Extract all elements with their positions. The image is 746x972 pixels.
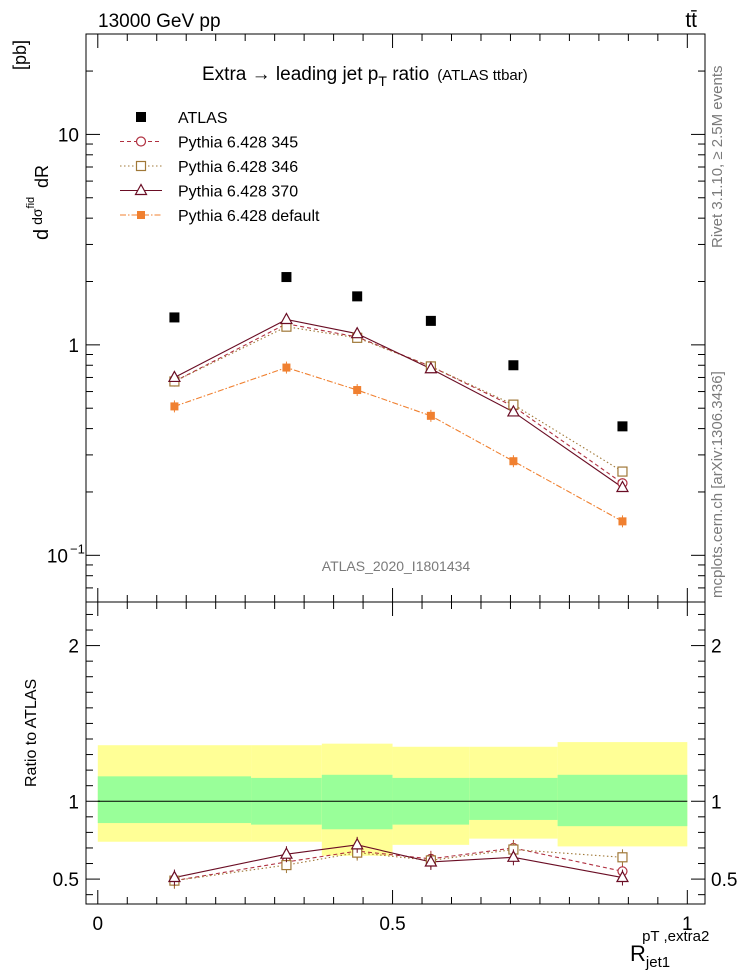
ratio-line	[174, 847, 623, 882]
ratio-point	[506, 850, 520, 862]
ratio-y-tick-label-right: 0.5	[711, 870, 737, 891]
atlas-point	[281, 272, 292, 283]
ratio-line	[174, 848, 623, 882]
ratio-point	[279, 846, 293, 859]
top-y-label-text: dσ^fid / dR [pb]	[6, 233, 9, 240]
series-line	[174, 323, 623, 484]
title-main: Extra → leading jet p	[202, 64, 378, 85]
ratio-y-tick-label-left: 2	[68, 637, 79, 658]
series-line	[174, 326, 623, 473]
bottom-y-label: Ratio to ATLAS	[23, 679, 40, 787]
uncertainty-band-green	[97, 776, 252, 824]
y-tick-label: 10	[47, 546, 68, 567]
x-tick-labels: 0 0.5 1	[93, 914, 693, 935]
legend-marker	[136, 112, 146, 122]
ratio-y-tick-label-right: 2	[711, 637, 722, 658]
ratio-y-tick-label-left: 1	[68, 792, 79, 813]
atlas-point	[169, 312, 180, 323]
process-label: tt̄	[685, 9, 697, 32]
ratio-point	[617, 852, 628, 863]
y-tick-label: 10	[58, 125, 79, 146]
atlas-point	[352, 291, 363, 302]
bottom-panel-frame	[85, 601, 706, 905]
uncertainty-band-green	[557, 774, 688, 827]
uncertainty-band-green	[321, 774, 393, 830]
legend-label: Pythia 6.428 370	[178, 184, 298, 201]
bottom-series-points	[167, 836, 629, 889]
data-point	[509, 457, 518, 466]
legend-label: ATLAS	[178, 110, 228, 127]
legend-label: Pythia 6.428 default	[178, 208, 320, 225]
energy-label: 13000 GeV pp	[98, 11, 221, 32]
data-point	[617, 466, 628, 477]
ratio-point	[424, 854, 438, 867]
data-point	[618, 517, 627, 526]
atlas-point	[508, 360, 519, 371]
title-small: (ATLAS ttbar)	[437, 67, 528, 84]
legend-label: Pythia 6.428 345	[178, 135, 298, 152]
y-tick-label: 1	[68, 336, 79, 357]
legend-marker	[137, 211, 145, 219]
top-series-lines	[174, 318, 623, 522]
analysis-tag: ATLAS_2020_I1801434	[322, 558, 471, 574]
bottom-series-lines	[174, 844, 623, 882]
chart-title: Extra → leading jet pT ratio (ATLAS ttbar…	[202, 64, 528, 89]
legend: ATLAS Pythia 6.428 345 Pythia 6.428 346 Pyt…	[120, 110, 320, 225]
rivet-label: Rivet 3.1.10, ≥ 2.5M events	[709, 66, 726, 249]
data-point	[506, 404, 520, 417]
ratio-point	[167, 870, 181, 883]
top-y-label: ddσfid dR [pb] dσ^fid / dR [pb]	[6, 40, 53, 240]
ratio-y-tick-label-left: 0.5	[53, 870, 79, 891]
data-point	[426, 411, 435, 420]
x-tick-label: 1	[682, 914, 693, 935]
data-point	[279, 312, 293, 325]
top-series-points	[167, 272, 629, 528]
series-line	[174, 366, 623, 522]
top-y-unit-pb: [pb]	[10, 40, 30, 70]
ratio-point	[615, 870, 629, 883]
data-point	[353, 386, 362, 395]
top-y-unit: dR	[32, 165, 52, 188]
mcplots-label: mcplots.cern.ch [arXiv:1306.3436]	[709, 371, 726, 598]
atlas-point	[425, 315, 436, 326]
legend-marker	[134, 183, 148, 196]
x-label-sup: pT ,extra2	[642, 928, 709, 945]
y-tick-exponent: −1	[70, 541, 85, 556]
x-tick-label: 0.5	[379, 914, 405, 935]
data-point	[167, 370, 181, 383]
legend-marker	[135, 136, 147, 147]
top-y-label-visual: ddσfid	[25, 197, 53, 240]
x-tick-label: 0	[93, 914, 104, 935]
legend-marker	[135, 160, 147, 172]
uncertainty-band-green	[469, 777, 558, 820]
data-point	[282, 363, 291, 372]
title-tail: ratio	[387, 64, 429, 85]
data-point	[615, 480, 629, 493]
bottom-axis-ticks: 0.5 0.5 1 1 2 2	[53, 602, 737, 904]
ratio-line	[174, 844, 623, 879]
bottom-panel-bands	[97, 742, 688, 856]
title-subscript: T	[378, 73, 387, 89]
atlas-point	[617, 421, 628, 432]
legend-label: Pythia 6.428 346	[178, 159, 298, 176]
data-point	[350, 326, 364, 339]
ratio-y-tick-label-right: 1	[711, 792, 722, 813]
data-point	[170, 402, 179, 411]
series-line	[174, 318, 623, 488]
ratio-point	[350, 837, 364, 850]
x-label-sub: jet1	[645, 954, 670, 971]
data-point	[424, 361, 438, 374]
x-axis-label: Rjet1 pT ,extra2	[630, 928, 709, 971]
x-label-main: R	[630, 941, 646, 966]
